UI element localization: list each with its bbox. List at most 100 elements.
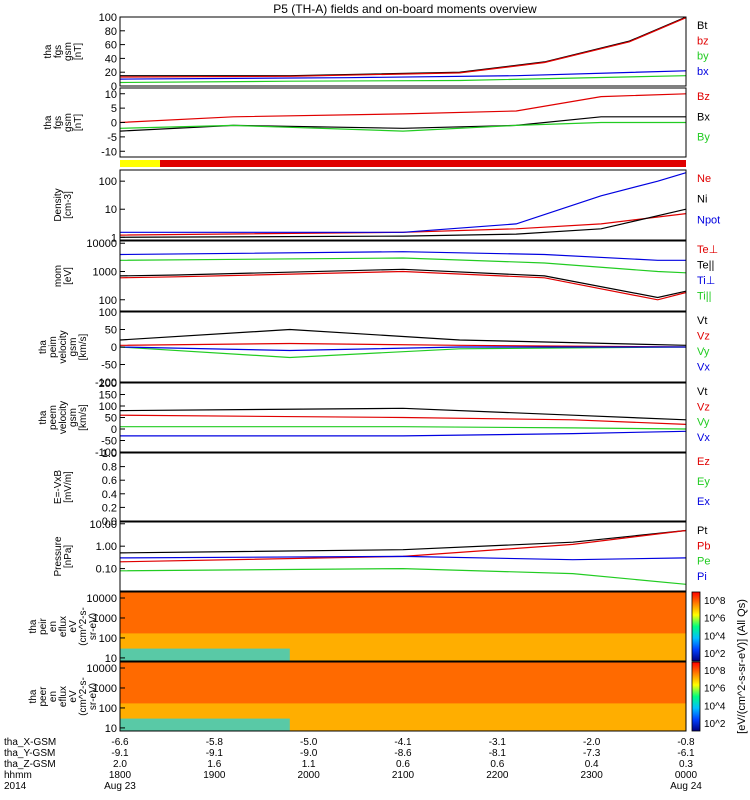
x-axis-value: 2.0	[113, 759, 127, 770]
colorbar	[691, 591, 701, 662]
series-line	[119, 75, 687, 84]
status-bar-segment	[160, 160, 686, 167]
y-tick-label: 1	[111, 232, 117, 244]
y-tick-label: 40	[105, 53, 117, 65]
colorbar-tick-label: 10^8	[704, 666, 726, 677]
panel-10: 10^2 10^4 10^6 10^8 10 100 1000 10000 tha peer en e…	[28, 661, 726, 735]
x-axis-value: -6.1	[677, 748, 695, 759]
x-axis-value: -4.1	[394, 737, 412, 748]
y-tick-label: 100	[99, 307, 117, 319]
x-axis-value: 2000	[298, 770, 321, 781]
y-tick-label: 100	[99, 176, 117, 188]
panel-frame	[119, 591, 687, 662]
panel-5: Vt Vz Vy Vx -100 -50 0 50 100 tha peim velocity gsm[…	[38, 307, 710, 389]
y-axis-label: Pressure	[53, 536, 64, 576]
x-axis-value: -0.8	[677, 737, 695, 748]
x-axis-labels: tha_X-GSM -6.6 -5.8 -5.0 -4.1 -3.1 -2.0 -0.8 tha…	[4, 737, 702, 792]
series-line	[119, 529, 687, 554]
series-line	[119, 268, 687, 299]
x-axis-value: 1.6	[207, 759, 221, 770]
colorbar-tick-label: 10^6	[704, 684, 726, 695]
y-tick-label: 10	[105, 653, 117, 665]
x-axis-value: 2100	[392, 770, 415, 781]
panel-8: Pt Pb Pe Pi 0.10 1.00 10.00 Pressure [nPa]	[53, 519, 710, 592]
y-tick-label: 1000	[93, 613, 117, 625]
y-tick-label: -50	[101, 360, 117, 372]
y-axis-label: mom	[53, 265, 64, 287]
legend-label: Pb	[697, 540, 710, 552]
legend-label: Ex	[697, 496, 710, 508]
panel-frame	[119, 661, 687, 732]
y-tick-label: 0	[111, 342, 117, 354]
y-tick-label: 0.8	[102, 462, 117, 474]
legend-label: Vz	[697, 331, 710, 343]
legend-label: Vx	[697, 362, 710, 374]
legend-label: Vt	[697, 386, 707, 398]
colorbar-tick-label: 10^4	[704, 631, 726, 642]
series-line	[120, 426, 687, 430]
y-axis-label: [nT]	[73, 43, 84, 60]
y-tick-label: 150	[99, 390, 117, 402]
legend-label: Bz	[697, 91, 710, 103]
x-axis-value: Aug 24	[670, 781, 702, 792]
legend-label: Vt	[697, 315, 707, 327]
y-tick-label: 10	[105, 204, 117, 216]
legend-label: Te||	[697, 260, 714, 272]
y-axis-label: peir	[38, 617, 49, 634]
colorbar-label: [eV/(cm^2-s-sr-eV)] (All Qs)	[736, 599, 748, 734]
y-tick-label: 20	[105, 67, 117, 79]
legend-label: Bt	[697, 20, 707, 32]
colorbar-tick-label: 10^2	[704, 719, 726, 730]
panel-9: 10^2 10^4 10^6 10^8 [eV/(cm^2-s-sr-eV)] (All…	[28, 591, 748, 734]
y-axis-label: sr-eV)	[88, 613, 99, 640]
series-line	[119, 567, 687, 585]
y-axis-label: velocity	[58, 330, 69, 363]
series-line	[119, 93, 687, 124]
y-tick-label: 10	[105, 89, 117, 101]
y-axis-label: tha	[38, 410, 49, 424]
legend-label: bz	[697, 35, 709, 47]
x-axis-value: 0.6	[490, 759, 504, 770]
y-axis-label: fgs	[53, 116, 64, 129]
x-axis-value: -3.1	[489, 737, 507, 748]
legend-label: Ne	[697, 173, 711, 185]
y-axis-label: [nT]	[73, 114, 84, 131]
y-axis-label: gsm	[68, 408, 79, 427]
y-axis-label: [nPa]	[63, 545, 74, 569]
series-line	[119, 407, 687, 421]
y-axis-label: [km/s]	[78, 404, 89, 431]
series-line	[119, 251, 686, 261]
panel-2: Bz Bx By -10 -5 0 5 10 tha fgs gsm [nT]	[43, 87, 710, 158]
y-tick-label: 10.00	[89, 519, 117, 531]
y-tick-label: 0	[111, 424, 117, 436]
y-tick-label: 10000	[86, 663, 117, 675]
y-tick-label: 100	[99, 633, 117, 645]
series-line	[119, 257, 687, 274]
legend-label: Ni	[697, 194, 707, 206]
colorbar-tick-label: 10^4	[704, 701, 726, 712]
x-axis-value: 0.3	[679, 759, 693, 770]
panel-frame	[119, 452, 687, 522]
colorbar-tick-label: 10^2	[704, 649, 726, 660]
y-axis-label: peem	[48, 405, 59, 430]
series-line	[119, 70, 687, 80]
legend-label: Ti⊥	[697, 275, 715, 287]
x-axis-value: -7.3	[583, 748, 601, 759]
legend-label: Pe	[697, 556, 710, 568]
x-axis-value: -9.1	[206, 748, 224, 759]
y-tick-label: 0.4	[102, 489, 117, 501]
y-tick-label: 50	[105, 413, 117, 425]
y-axis-label: [km/s]	[78, 333, 89, 360]
y-axis-label: tha	[43, 44, 54, 58]
legend-label: Vz	[697, 401, 710, 413]
y-tick-label: 100	[99, 12, 117, 24]
series-line	[120, 430, 687, 437]
series-line	[119, 121, 686, 132]
series-line	[119, 17, 687, 78]
legend-label: Pi	[697, 571, 707, 583]
y-tick-label: 0.6	[102, 475, 117, 487]
legend-label: By	[697, 132, 710, 144]
